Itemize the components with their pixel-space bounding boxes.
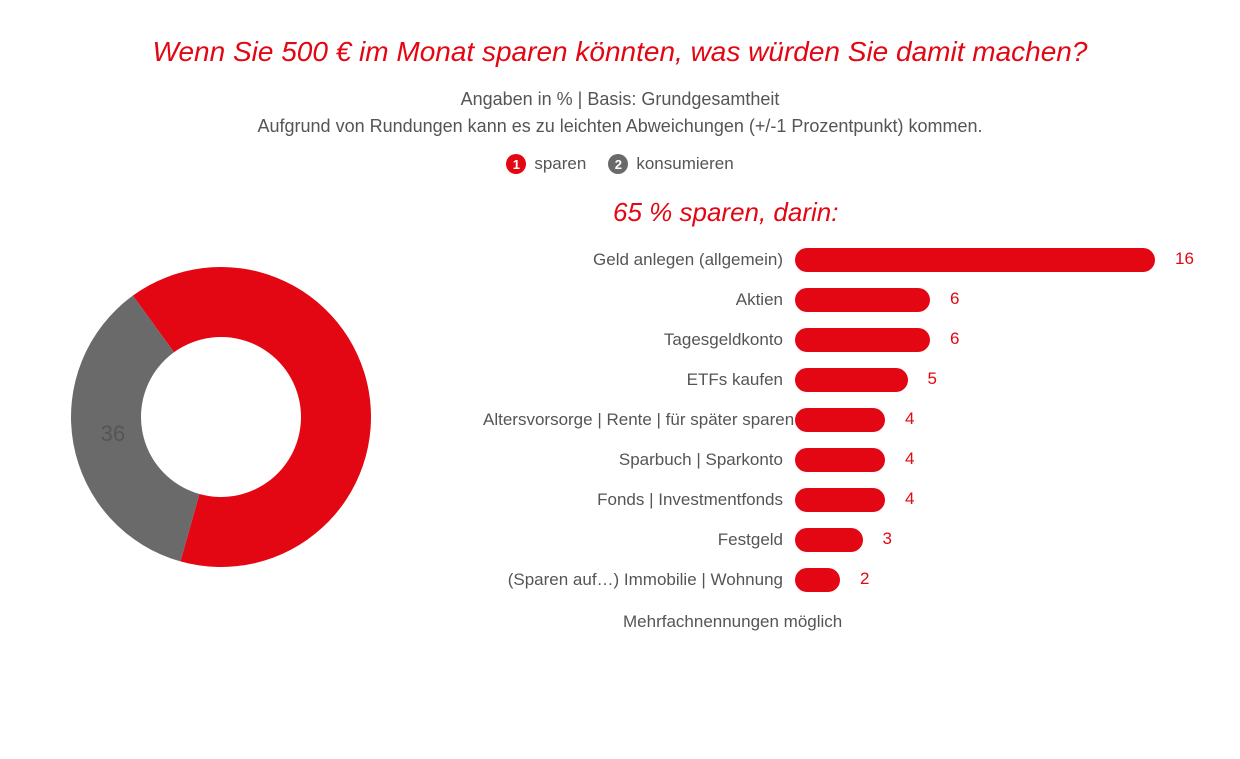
bar-value: 6 [950,329,959,349]
bar-track: 16 [795,248,1155,272]
bar-track: 6 [795,288,1155,312]
bar-fill [795,408,885,432]
legend-badge: 2 [608,154,628,174]
legend-badge: 1 [506,154,526,174]
bar-fill [795,528,863,552]
bar-label: Aktien [483,290,795,310]
legend-item: 2 konsumieren [608,154,733,174]
legend-label: sparen [534,154,586,174]
bar-value: 5 [928,369,937,389]
bar-label: Fonds | Investmentfonds [483,490,795,510]
bar-row: Geld anlegen (allgemein)16 [483,248,1179,272]
bar-track: 4 [795,488,1155,512]
bar-label: (Sparen auf…) Immobilie | Wohnung [483,570,795,590]
bar-fill [795,488,885,512]
bar-row: Festgeld 3 [483,528,1179,552]
donut-slice-value: 36 [101,421,125,447]
bar-track: 4 [795,408,1155,432]
bar-label: Tagesgeldkonto [483,330,795,350]
subtitle: Angaben in % | Basis: Grundgesamtheit Au… [60,86,1180,140]
bar-value: 6 [950,289,959,309]
bar-row: Sparbuch | Sparkonto 4 [483,448,1179,472]
infographic-root: Wenn Sie 500 € im Monat sparen könnten, … [0,0,1240,759]
bar-row: Fonds | Investmentfonds 4 [483,488,1179,512]
bar-fill [795,328,930,352]
bar-row: Tagesgeldkonto 6 [483,328,1179,352]
content-layout: 65 % sparen, darin: 6536 Geld anlegen (a… [60,196,1180,633]
bar-row: ETFs kaufen 5 [483,368,1179,392]
bar-track: 6 [795,328,1155,352]
bar-track: 2 [795,568,1155,592]
bar-row: Aktien 6 [483,288,1179,312]
bar-row: (Sparen auf…) Immobilie | Wohnung 2 [483,568,1179,592]
bar-row: Altersvorsorge | Rente | für später spar… [483,408,1179,432]
bar-label: ETFs kaufen [483,370,795,390]
bar-value: 4 [905,489,914,509]
bar-value: 16 [1175,249,1194,269]
donut-slice-value: 65 [313,385,337,411]
donut-chart: 65 36 [61,257,381,577]
bar-fill [795,288,930,312]
bar-value: 3 [883,529,892,549]
bar-value: 2 [860,569,869,589]
legend-item: 1 sparen [506,154,586,174]
bar-fill [795,448,885,472]
legend-label: konsumieren [636,154,733,174]
subtitle-line-2: Aufgrund von Rundungen kann es zu leicht… [258,116,983,136]
bar-chart: Geld anlegen (allgemein)16Aktien6Tagesge… [483,248,1179,592]
bar-fill [795,368,908,392]
bar-fill [795,568,840,592]
bar-footnote: Mehrfachnennungen möglich [623,612,1179,632]
bar-track: 5 [795,368,1155,392]
bar-value: 4 [905,449,914,469]
bar-label: Geld anlegen (allgemein) [483,250,795,270]
bar-track: 4 [795,448,1155,472]
bar-label: Sparbuch | Sparkonto [483,450,795,470]
bar-fill [795,248,1155,272]
subtitle-line-1: Angaben in % | Basis: Grundgesamtheit [461,89,780,109]
bar-value: 4 [905,409,914,429]
bar-section-title: 65 % sparen, darin: [613,197,1179,228]
bar-label: Festgeld [483,530,795,550]
bar-track: 3 [795,528,1155,552]
legend: 1 sparen 2 konsumieren [60,154,1180,174]
page-title: Wenn Sie 500 € im Monat sparen könnten, … [60,36,1180,68]
bar-label: Altersvorsorge | Rente | für später spar… [483,410,795,430]
donut-svg [61,257,381,577]
